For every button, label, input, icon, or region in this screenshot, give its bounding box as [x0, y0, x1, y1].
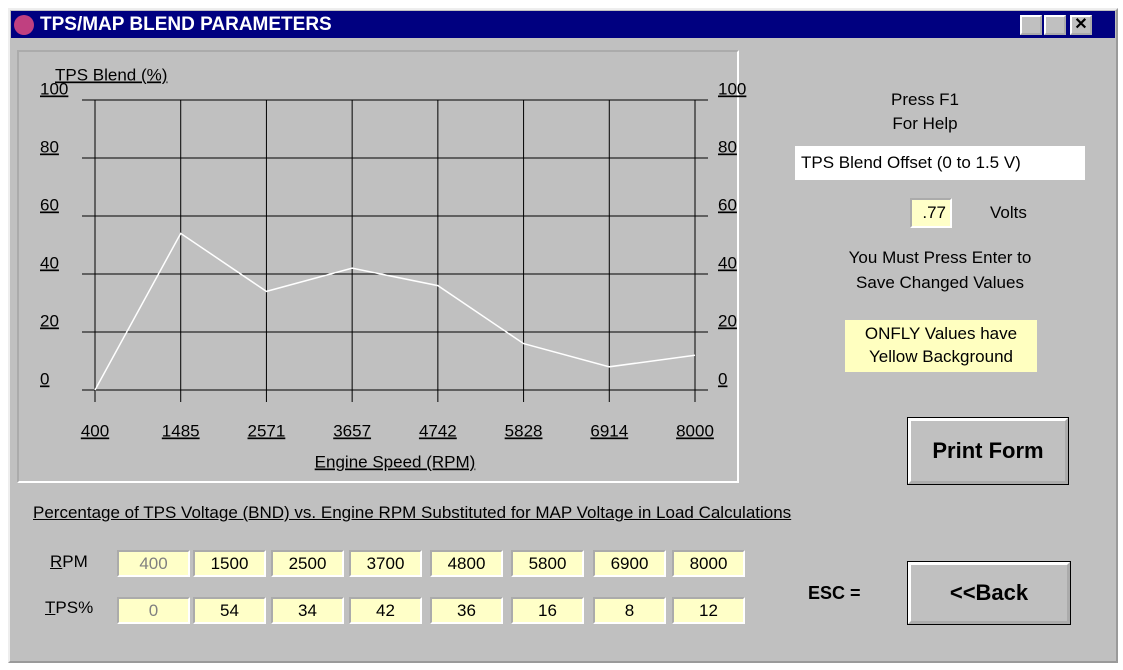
row-label: TPS%	[45, 598, 94, 617]
table-cell[interactable]: 5800	[511, 550, 584, 577]
table-cell[interactable]: 36	[430, 597, 503, 624]
table-cell[interactable]: 0	[117, 597, 190, 624]
y2-tick-label: 20	[718, 311, 737, 330]
x-axis-label: Engine Speed (RPM)	[315, 452, 476, 471]
y2-tick-label: 40	[718, 253, 737, 272]
offset-label: TPS Blend Offset (0 to 1.5 V)	[795, 146, 1085, 180]
onfly-text: Yellow Background	[869, 347, 1013, 366]
y-axis-label: TPS Blend (%)	[55, 65, 167, 84]
print-button[interactable]: Print Form	[907, 417, 1069, 485]
table-cell[interactable]: 3700	[349, 550, 422, 577]
y2-tick-label: 60	[718, 195, 737, 214]
y2-tick-label: 80	[718, 137, 737, 156]
x-tick-label: 6914	[590, 421, 628, 440]
maximize-button[interactable]	[1044, 15, 1066, 35]
chart: TPS Blend (%) Engine Speed (RPM) 0 20 40 60 80…	[40, 65, 746, 471]
y-tick-label: 60	[40, 195, 59, 214]
x-tick-label: 8000	[676, 421, 714, 440]
help-text: Press F1	[890, 90, 960, 109]
row-label: RPM	[50, 552, 88, 571]
table-cell[interactable]: 42	[349, 597, 422, 624]
table-cell[interactable]: 8000	[672, 550, 745, 577]
onfly-box	[845, 320, 1037, 372]
back-button[interactable]: <<Back	[907, 561, 1071, 625]
y-tick-label: 80	[40, 137, 59, 156]
window-title: TPS/MAP BLEND PARAMETERS	[40, 14, 332, 35]
table-cell[interactable]: 6900	[593, 550, 666, 577]
x-tick-label: 5828	[505, 421, 543, 440]
x-tick-label: 4742	[419, 421, 457, 440]
offset-unit: Volts	[990, 203, 1027, 222]
notice-text: Save Changed Values	[856, 273, 1024, 292]
onfly-text: ONFLY Values have	[864, 324, 1018, 343]
chart-frame	[17, 50, 739, 483]
minimize-button[interactable]	[1020, 15, 1042, 35]
x-tick-label: 400	[81, 421, 109, 440]
y-tick-label: 0	[40, 369, 49, 388]
title-bar	[11, 11, 1115, 38]
table-cell[interactable]: 16	[511, 597, 584, 624]
table-cell[interactable]: 34	[271, 597, 344, 624]
help-text: For Help	[892, 114, 958, 133]
table-cell[interactable]: 2500	[271, 550, 344, 577]
y2-tick-label: 100	[718, 79, 746, 98]
y-tick-label: 40	[40, 253, 59, 272]
notice-text: You Must Press Enter to	[848, 248, 1032, 267]
x-tick-label: 1485	[162, 421, 200, 440]
app-icon	[14, 15, 34, 35]
line	[94, 232, 696, 391]
table-caption: Percentage of TPS Voltage (BND) vs. Engi…	[33, 503, 792, 522]
table-cell[interactable]: 54	[193, 597, 266, 624]
y2-tick-label: 0	[718, 369, 727, 388]
table-cell[interactable]: 8	[593, 597, 666, 624]
table-cell[interactable]: 4800	[430, 550, 503, 577]
offset-input[interactable]: .77	[910, 198, 952, 228]
y-tick-label: 100	[40, 79, 68, 98]
y-tick-label: 20	[40, 311, 59, 330]
x-tick-label: 3657	[333, 421, 371, 440]
table-cell[interactable]: 12	[672, 597, 745, 624]
table-cell[interactable]: 1500	[193, 550, 266, 577]
close-button[interactable]: ✕	[1070, 15, 1092, 35]
x-tick-label: 2571	[248, 421, 286, 440]
table-cell[interactable]: 400	[117, 550, 190, 577]
esc-label: ESC =	[808, 583, 861, 603]
